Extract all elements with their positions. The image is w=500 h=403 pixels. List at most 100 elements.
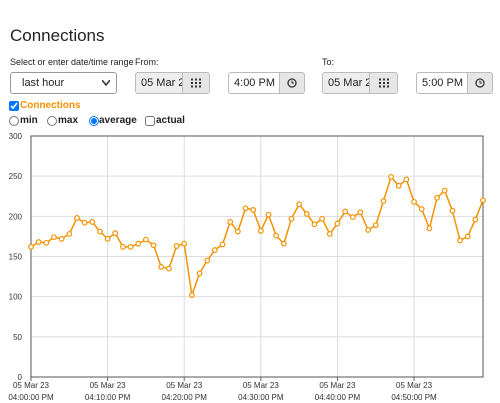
- radio-label[interactable]: max: [58, 115, 79, 126]
- data-point: [265, 211, 272, 218]
- data-point: [211, 247, 218, 253]
- data-point: [97, 228, 103, 235]
- data-point: [173, 243, 180, 249]
- data-point: [303, 211, 310, 217]
- data-point: [242, 205, 249, 212]
- from-time-value: 4:00 PM: [234, 77, 275, 89]
- y-tick-label: 200: [9, 212, 23, 221]
- x-tick-label: 05 Mar 23: [243, 381, 280, 390]
- data-point: [165, 265, 172, 272]
- radio[interactable]: [9, 116, 19, 126]
- data-point: [418, 206, 425, 213]
- data-point: [403, 176, 410, 183]
- data-point: [35, 239, 42, 245]
- data-point: [196, 270, 203, 277]
- chart: 0 50 100 150 200 250 300 05 Mar 23 04:00:00 PM 05…: [8, 132, 486, 402]
- x-tick-label: 04:10:00 PM: [85, 393, 131, 402]
- data-point: [28, 243, 34, 250]
- data-point: [349, 214, 356, 221]
- data-point: [74, 215, 80, 221]
- x-tick-label: 05 Mar 23: [90, 381, 127, 390]
- data-point: [219, 241, 226, 248]
- clock-icon: [475, 78, 485, 88]
- data-point: [227, 219, 234, 225]
- to-date[interactable]: 05 Mar 2: [322, 72, 371, 94]
- range-value: last hour: [22, 77, 65, 89]
- data-point: [388, 174, 394, 180]
- x-tick-label: 04:20:00 PM: [162, 393, 208, 402]
- data-point: [273, 232, 280, 239]
- x-tick-label: 05 Mar 23: [13, 381, 50, 390]
- plot-frame: [30, 135, 484, 378]
- data-point: [334, 220, 341, 227]
- data-point: [127, 243, 134, 250]
- data-point: [58, 235, 65, 242]
- data-point: [112, 230, 119, 237]
- to-time[interactable]: 5:00 PM: [416, 72, 469, 94]
- calendar-button[interactable]: [182, 72, 210, 94]
- data-point: [395, 182, 402, 189]
- checkbox-label[interactable]: actual: [156, 115, 185, 126]
- y-tick-label: 300: [9, 132, 23, 141]
- from-date[interactable]: 05 Mar 2: [135, 72, 184, 94]
- data-point: [288, 215, 295, 222]
- data-point: [411, 198, 417, 205]
- data-point: [43, 239, 50, 246]
- calendar-icon: [378, 78, 389, 88]
- radio[interactable]: [89, 116, 99, 126]
- to-label: To:: [322, 57, 335, 67]
- clock-button[interactable]: [467, 72, 493, 94]
- data-point: [434, 194, 440, 201]
- calendar-icon: [191, 78, 201, 88]
- checkbox[interactable]: [145, 116, 155, 126]
- data-point: [365, 227, 371, 233]
- data-point: [257, 227, 264, 234]
- data-point: [135, 240, 142, 247]
- radio[interactable]: [47, 116, 57, 126]
- radio-label[interactable]: min: [20, 115, 38, 126]
- data-point: [426, 225, 433, 232]
- calendar-button[interactable]: [369, 72, 398, 94]
- data-point: [120, 243, 126, 250]
- to-time-value: 5:00 PM: [422, 77, 463, 89]
- data-point: [51, 234, 57, 241]
- from-time[interactable]: 4:00 PM: [228, 72, 281, 94]
- data-point: [342, 208, 349, 215]
- data-point: [449, 207, 456, 214]
- data-point: [464, 233, 471, 240]
- data-point: [480, 197, 486, 204]
- data-point: [319, 215, 326, 222]
- from-date-value: 05 Mar 2: [141, 77, 184, 89]
- radio-label[interactable]: average: [99, 115, 137, 126]
- data-point: [441, 187, 448, 194]
- data-point: [357, 209, 364, 216]
- x-tick-label: 04:30:00 PM: [238, 393, 284, 402]
- data-point: [66, 231, 73, 237]
- data-point: [89, 219, 96, 225]
- y-tick-label: 250: [9, 172, 23, 181]
- x-tick-label: 04:40:00 PM: [315, 393, 361, 402]
- y-tick-label: 50: [13, 333, 22, 342]
- data-point: [296, 201, 303, 208]
- x-tick-label: 05 Mar 23: [166, 381, 203, 390]
- data-point: [150, 242, 157, 249]
- data-point: [250, 207, 257, 213]
- y-tick-label: 150: [9, 253, 23, 262]
- legend-entry[interactable]: Connections: [20, 100, 81, 111]
- caret: [102, 80, 110, 86]
- y-tick-label: 100: [9, 293, 23, 302]
- x-tick-label: 04:50:00 PM: [391, 393, 437, 402]
- data-point: [181, 240, 188, 247]
- clock-button[interactable]: [279, 72, 305, 94]
- series-checkbox[interactable]: [9, 101, 19, 111]
- range-label: Select or enter date/time range: [10, 57, 134, 67]
- x-tick-label: 04:00:00 PM: [8, 393, 54, 402]
- y-tick-label: 0: [18, 373, 23, 382]
- from-label: From:: [135, 57, 159, 67]
- data-point: [204, 257, 211, 264]
- data-point: [280, 240, 287, 247]
- x-tick-label: 05 Mar 23: [396, 381, 433, 390]
- range-select[interactable]: last hour: [10, 72, 117, 94]
- data-point: [472, 216, 479, 223]
